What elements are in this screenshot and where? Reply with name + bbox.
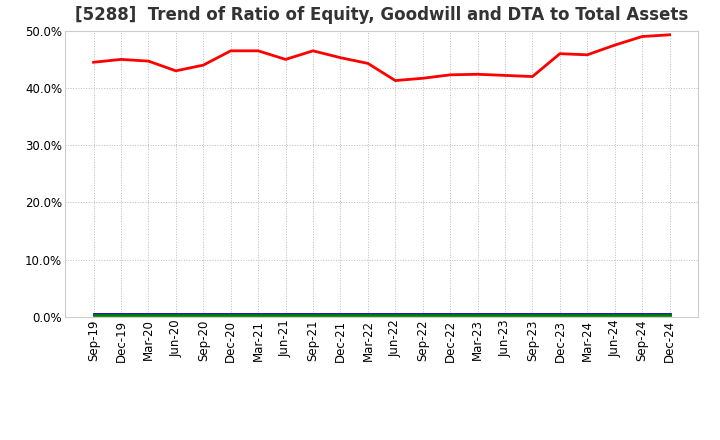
Deferred Tax Assets	[418, 312, 427, 318]
Equity	[638, 34, 647, 39]
Equity	[418, 76, 427, 81]
Deferred Tax Assets	[583, 312, 592, 318]
Deferred Tax Assets	[473, 312, 482, 318]
Equity	[282, 57, 290, 62]
Goodwill	[117, 312, 125, 317]
Deferred Tax Assets	[226, 312, 235, 318]
Equity	[583, 52, 592, 58]
Goodwill	[418, 312, 427, 317]
Equity	[89, 59, 98, 65]
Goodwill	[282, 312, 290, 317]
Deferred Tax Assets	[254, 312, 263, 318]
Equity	[446, 72, 454, 77]
Goodwill	[611, 312, 619, 317]
Goodwill	[446, 312, 454, 317]
Equity	[500, 73, 509, 78]
Equity	[171, 68, 180, 73]
Goodwill	[226, 312, 235, 317]
Goodwill	[556, 312, 564, 317]
Equity	[473, 72, 482, 77]
Equity	[391, 78, 400, 83]
Deferred Tax Assets	[528, 312, 537, 318]
Deferred Tax Assets	[309, 312, 318, 318]
Deferred Tax Assets	[199, 312, 207, 318]
Deferred Tax Assets	[282, 312, 290, 318]
Equity	[226, 48, 235, 53]
Deferred Tax Assets	[364, 312, 372, 318]
Equity	[611, 42, 619, 48]
Equity	[665, 32, 674, 37]
Deferred Tax Assets	[611, 312, 619, 318]
Equity	[144, 59, 153, 64]
Goodwill	[144, 312, 153, 317]
Goodwill	[665, 312, 674, 317]
Deferred Tax Assets	[500, 312, 509, 318]
Line: Equity: Equity	[94, 35, 670, 81]
Equity	[556, 51, 564, 56]
Deferred Tax Assets	[665, 312, 674, 318]
Goodwill	[336, 312, 345, 317]
Equity	[309, 48, 318, 53]
Deferred Tax Assets	[144, 312, 153, 318]
Goodwill	[528, 312, 537, 317]
Deferred Tax Assets	[556, 312, 564, 318]
Goodwill	[171, 312, 180, 317]
Equity	[336, 55, 345, 60]
Deferred Tax Assets	[89, 312, 98, 318]
Deferred Tax Assets	[336, 312, 345, 318]
Goodwill	[638, 312, 647, 317]
Equity	[199, 62, 207, 68]
Goodwill	[254, 312, 263, 317]
Goodwill	[473, 312, 482, 317]
Deferred Tax Assets	[117, 312, 125, 318]
Deferred Tax Assets	[446, 312, 454, 318]
Goodwill	[364, 312, 372, 317]
Goodwill	[583, 312, 592, 317]
Goodwill	[391, 312, 400, 317]
Goodwill	[500, 312, 509, 317]
Equity	[528, 74, 537, 79]
Goodwill	[309, 312, 318, 317]
Title: [5288]  Trend of Ratio of Equity, Goodwill and DTA to Total Assets: [5288] Trend of Ratio of Equity, Goodwil…	[75, 6, 688, 24]
Goodwill	[199, 312, 207, 317]
Deferred Tax Assets	[638, 312, 647, 318]
Deferred Tax Assets	[391, 312, 400, 318]
Equity	[364, 61, 372, 66]
Equity	[254, 48, 263, 53]
Goodwill	[89, 312, 98, 317]
Deferred Tax Assets	[171, 312, 180, 318]
Equity	[117, 57, 125, 62]
